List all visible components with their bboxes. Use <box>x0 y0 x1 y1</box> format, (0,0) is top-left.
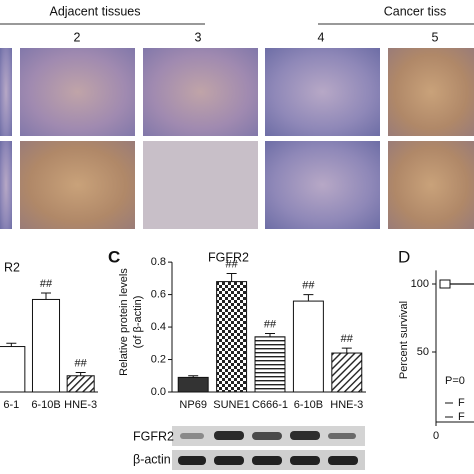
error-bar <box>226 272 237 282</box>
legend-label: F <box>458 397 465 409</box>
y-tick-label: 50 <box>417 346 429 358</box>
column-label: 3 <box>195 30 202 44</box>
error-bar <box>75 372 86 376</box>
y-tick-label: 0.0 <box>151 386 166 398</box>
y-axis-label: Percent survival <box>398 301 410 379</box>
curve-marker <box>439 279 451 289</box>
significance: ## <box>264 318 277 330</box>
column-label: 4 <box>318 30 325 44</box>
panel-letter: C <box>108 247 120 266</box>
significance: ## <box>40 278 53 290</box>
y-axis-label: Relative protein levels <box>118 268 130 376</box>
x-tick-label: 6-10B <box>294 399 323 411</box>
error-bar <box>341 347 352 354</box>
bar <box>254 336 286 393</box>
significance: ## <box>341 333 354 345</box>
bar <box>292 300 324 393</box>
y-tick-label: 0.8 <box>151 256 166 268</box>
x-tick-label: HNE-3 <box>64 399 97 411</box>
error-bar <box>41 292 51 300</box>
error-bar <box>188 375 199 378</box>
bar <box>331 352 363 393</box>
y-tick-label: 0.6 <box>151 288 166 300</box>
x-tick-label: NP69 <box>179 399 207 411</box>
x-tick-label: SUNE1 <box>213 399 250 411</box>
y-axis-label: (of β-actin) <box>132 296 144 349</box>
x-tick-label: 6-10B <box>31 399 60 411</box>
error-bar <box>303 294 314 302</box>
error-bar <box>265 333 275 337</box>
bar <box>177 376 209 393</box>
y-tick-label: 0.4 <box>151 321 166 333</box>
legend-label: F <box>458 411 465 423</box>
histology <box>0 48 474 229</box>
p-value: P=0 <box>445 375 465 387</box>
y-tick-label: 100 <box>411 278 429 290</box>
bar <box>0 346 26 393</box>
group-label: Cancer tiss <box>384 4 447 18</box>
column-label: 5 <box>432 30 439 44</box>
x-tick-label: HNE-3 <box>330 399 363 411</box>
error-bar <box>6 342 17 347</box>
significance: ## <box>75 357 88 369</box>
group-label: Adjacent tissues <box>49 4 140 18</box>
x-tick-label: C666-1 <box>252 399 288 411</box>
bar <box>31 298 61 393</box>
bar <box>66 375 95 393</box>
western-blot <box>172 426 365 470</box>
column-label: 2 <box>74 30 81 44</box>
blot-label: β-actin <box>133 452 171 466</box>
panel-letter: D <box>398 247 410 266</box>
bar <box>216 281 248 393</box>
significance: ## <box>302 279 315 291</box>
x-tick-label: 0 <box>433 430 439 442</box>
chart-title: FGFR2 <box>208 250 249 264</box>
significance: ## <box>225 258 238 270</box>
x-tick-label: 6-1 <box>3 399 19 411</box>
chart-title: R2 <box>4 260 20 274</box>
y-tick-label: 0.2 <box>151 353 166 365</box>
blot-label: FGFR2 <box>133 429 174 443</box>
